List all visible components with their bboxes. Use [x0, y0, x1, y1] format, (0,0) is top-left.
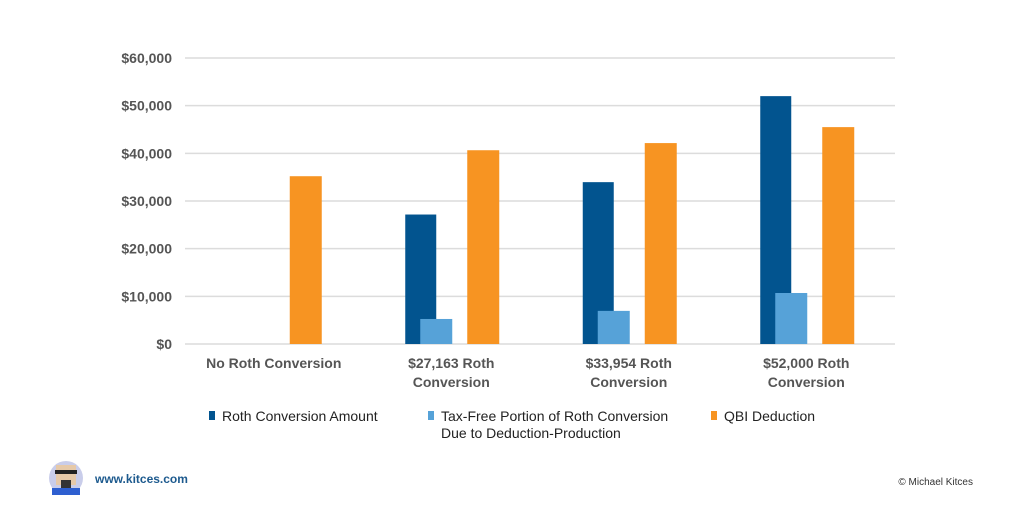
x-category-label: No Roth Conversion: [206, 355, 341, 371]
y-tick-label: $40,000: [121, 145, 172, 161]
y-tick-label: $10,000: [121, 288, 172, 304]
legend-label: Tax-Free Portion of Roth Conversion: [441, 408, 668, 424]
bar-3: [467, 150, 500, 344]
x-category-label: Conversion: [768, 374, 845, 390]
copyright: © Michael Kitces: [898, 477, 973, 488]
avatar-glasses: [55, 470, 77, 474]
legend-label: Due to Deduction-Production: [441, 425, 621, 441]
x-category-label: $33,954 Roth: [586, 355, 672, 371]
legend-swatch: [209, 411, 215, 420]
x-category-label: Conversion: [590, 374, 667, 390]
avatar-beard: [61, 480, 71, 489]
x-category-label: $52,000 Roth: [763, 355, 849, 371]
legend-label: Roth Conversion Amount: [222, 408, 378, 424]
y-tick-label: $0: [156, 336, 172, 352]
x-category-label: $27,163 Roth: [408, 355, 494, 371]
x-category-label: Conversion: [413, 374, 490, 390]
footer-url: www.kitces.com: [94, 472, 188, 486]
bar-2: [775, 292, 808, 344]
y-tick-label: $30,000: [121, 193, 172, 209]
bar-2: [597, 310, 630, 344]
bar-3: [289, 176, 322, 344]
legend-label: QBI Deduction: [724, 408, 815, 424]
bar-3: [644, 143, 677, 344]
bar-2: [420, 318, 453, 344]
avatar-shirt: [52, 488, 80, 495]
y-tick-label: $50,000: [121, 98, 172, 114]
legend-swatch: [428, 411, 434, 420]
y-tick-label: $60,000: [121, 50, 172, 66]
y-tick-label: $20,000: [121, 241, 172, 257]
bar-3: [822, 127, 855, 344]
legend-swatch: [711, 411, 717, 420]
